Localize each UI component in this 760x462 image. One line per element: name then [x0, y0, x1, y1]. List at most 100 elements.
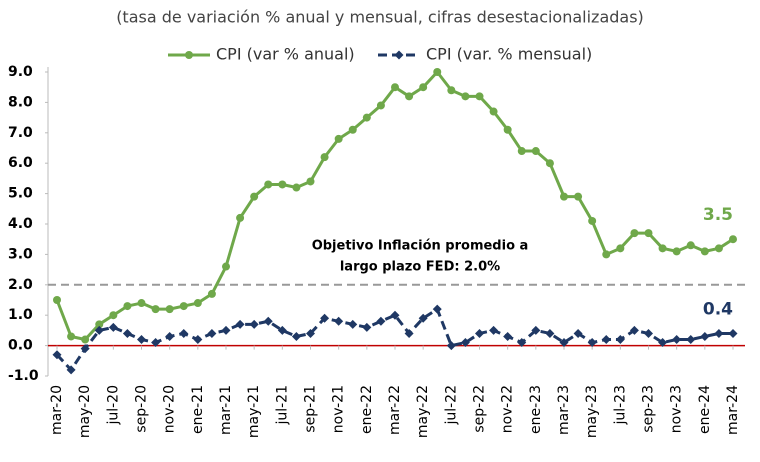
marker	[67, 332, 76, 341]
marker	[207, 289, 216, 298]
marker	[644, 328, 653, 338]
marker	[179, 328, 189, 338]
marker	[123, 302, 132, 311]
x-tick-label: may-20	[77, 385, 93, 438]
end-label: 0.4	[703, 299, 733, 319]
x-tick-label: mar-23	[556, 385, 572, 435]
legend-label: CPI (var. % mensual)	[426, 45, 592, 64]
x-tick-label: nov-22	[500, 385, 516, 433]
marker	[348, 319, 358, 329]
y-tick-label: 6.0	[8, 155, 33, 171]
marker	[559, 338, 569, 348]
marker	[263, 316, 273, 326]
x-tick-label: nov-23	[669, 385, 685, 433]
marker	[672, 247, 681, 256]
marker	[151, 305, 160, 314]
x-tick-label: nov-21	[331, 385, 347, 433]
marker	[193, 299, 202, 308]
marker	[109, 311, 118, 320]
marker	[601, 335, 611, 345]
marker	[587, 338, 597, 348]
x-tick-label: ene-24	[697, 385, 713, 434]
marker	[489, 325, 499, 335]
marker	[475, 92, 484, 101]
marker	[419, 83, 428, 92]
marker	[517, 338, 527, 348]
marker	[447, 86, 456, 95]
marker	[418, 313, 428, 323]
marker	[391, 83, 399, 92]
marker	[376, 316, 386, 326]
marker	[686, 241, 695, 250]
marker	[531, 325, 541, 335]
marker	[334, 316, 344, 326]
marker	[66, 365, 76, 375]
marker	[137, 299, 146, 308]
x-tick-label: may-23	[584, 385, 600, 438]
marker	[165, 331, 175, 341]
marker	[264, 180, 273, 189]
x-tick-label: jul-20	[105, 385, 121, 426]
marker	[602, 250, 611, 259]
marker	[714, 328, 724, 338]
x-tick-label: ene-23	[528, 385, 544, 434]
end-label: 3.5	[703, 205, 733, 225]
marker	[729, 235, 737, 244]
marker	[728, 328, 738, 338]
x-tick-label: ene-22	[359, 385, 375, 434]
marker	[236, 213, 245, 222]
x-tick-label: may-22	[415, 385, 431, 438]
marker	[306, 177, 315, 186]
marker	[52, 350, 62, 360]
marker	[616, 244, 625, 253]
marker	[517, 147, 526, 156]
marker	[80, 344, 90, 354]
marker	[433, 68, 442, 76]
marker	[122, 328, 132, 338]
marker	[165, 305, 174, 314]
y-tick-label: 0.0	[8, 338, 33, 354]
x-tick-label: sep-20	[134, 385, 150, 433]
x-tick-label: mar-22	[387, 385, 403, 435]
marker	[151, 338, 161, 348]
x-tick-label: sep-23	[641, 385, 657, 433]
y-tick-label: 2.0	[8, 277, 33, 293]
marker	[531, 147, 540, 156]
marker	[658, 244, 667, 253]
marker	[714, 244, 723, 253]
marker	[81, 335, 90, 344]
annotation: largo plazo FED: 2.0%	[340, 260, 500, 275]
marker	[221, 325, 231, 335]
marker	[390, 310, 400, 320]
marker	[503, 331, 513, 341]
marker	[292, 183, 301, 192]
marker	[560, 192, 568, 201]
y-tick-label: 1.0	[8, 307, 33, 323]
y-tick-label: -1.0	[8, 368, 39, 384]
x-tick-label: mar-24	[725, 385, 741, 435]
marker	[573, 328, 583, 338]
marker	[700, 247, 709, 256]
y-tick-label: 8.0	[8, 94, 33, 110]
marker	[95, 320, 104, 329]
marker	[320, 313, 330, 323]
marker	[461, 92, 470, 101]
y-tick-label: 7.0	[8, 125, 33, 141]
marker	[686, 335, 696, 345]
x-tick-label: mar-21	[218, 385, 234, 435]
marker	[362, 113, 371, 122]
x-tick-label: nov-20	[162, 385, 178, 433]
marker	[405, 92, 414, 101]
x-tick-label: may-21	[246, 385, 262, 438]
x-tick-label: sep-21	[303, 385, 319, 433]
marker	[94, 325, 104, 335]
marker	[574, 192, 583, 201]
marker	[179, 302, 188, 311]
marker	[320, 153, 329, 162]
marker	[250, 192, 259, 201]
annotation: Objetivo Inflación promedio a	[312, 239, 529, 254]
marker	[249, 319, 259, 329]
series-line	[55, 70, 734, 342]
marker	[658, 338, 668, 348]
